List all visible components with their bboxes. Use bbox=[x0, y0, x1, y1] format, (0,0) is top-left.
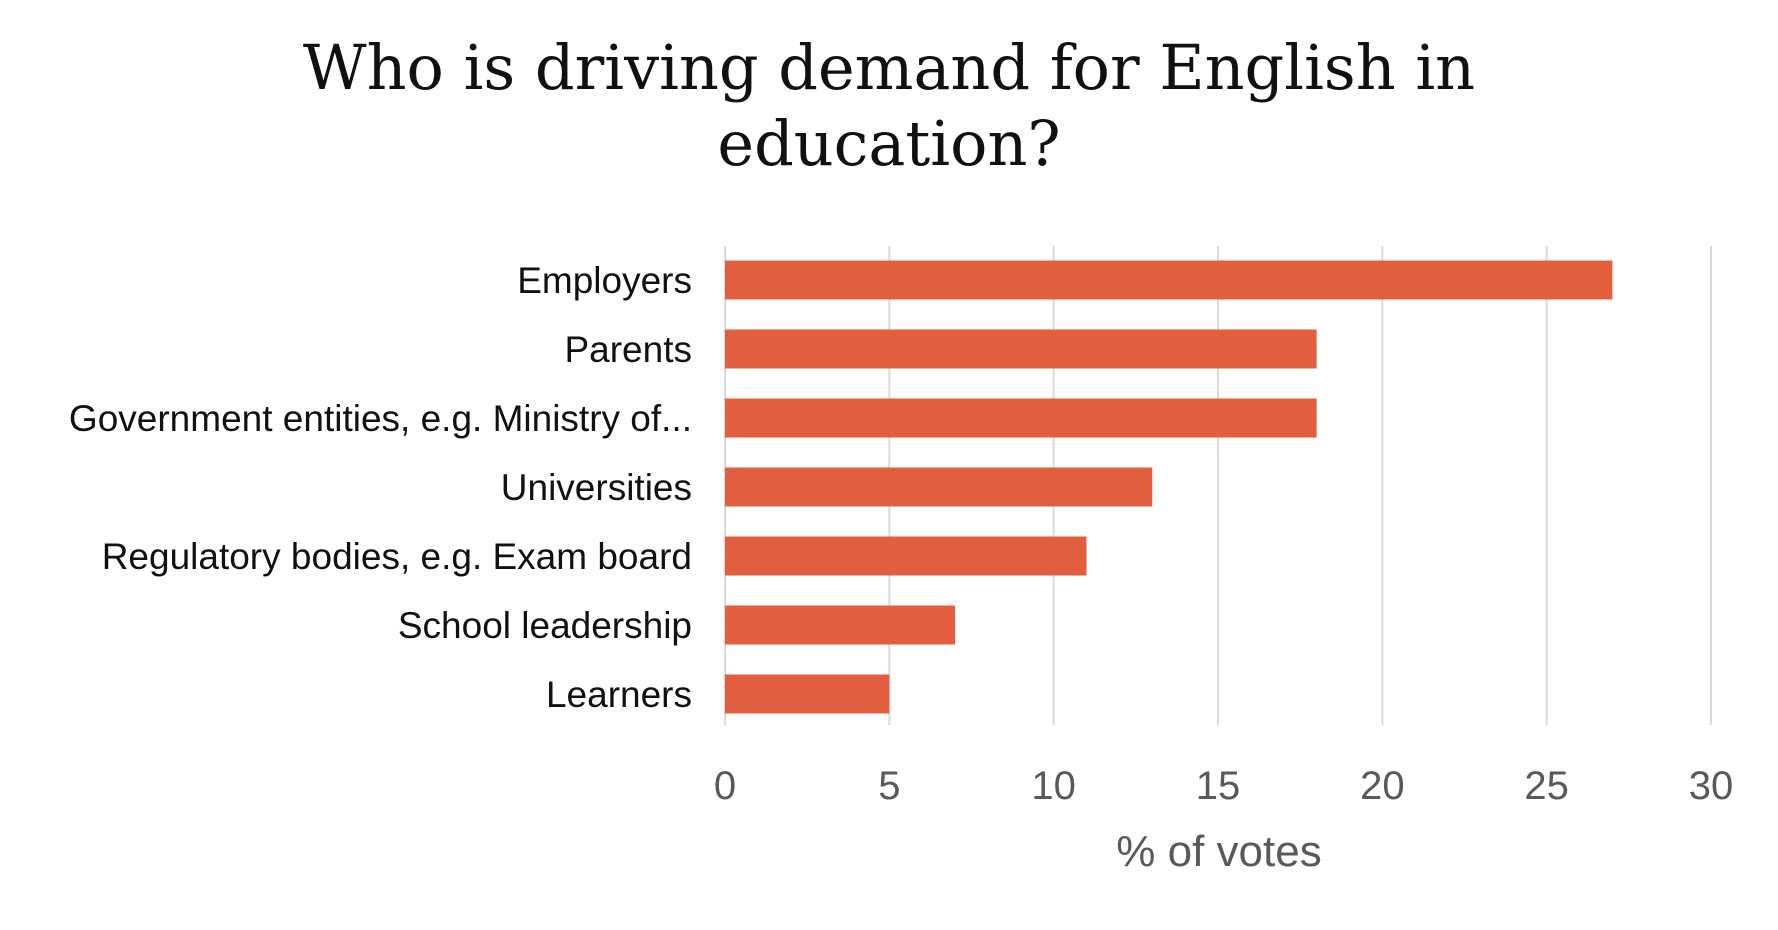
bar bbox=[725, 260, 1613, 300]
category-label: Government entities, e.g. Ministry of... bbox=[69, 398, 692, 439]
bar bbox=[725, 398, 1317, 438]
x-tick-label: 30 bbox=[1689, 764, 1734, 808]
bar bbox=[725, 674, 890, 714]
category-label: Learners bbox=[546, 674, 692, 715]
bar bbox=[725, 329, 1317, 369]
x-axis-tick-labels: 0 5 10 15 20 25 30 bbox=[714, 764, 1733, 808]
bar bbox=[725, 536, 1087, 576]
category-label: Regulatory bodies, e.g. Exam board bbox=[102, 536, 692, 577]
bar bbox=[725, 467, 1153, 507]
x-axis-title: % of votes bbox=[1116, 827, 1321, 876]
x-tick-label: 0 bbox=[714, 764, 736, 808]
bars bbox=[725, 260, 1613, 714]
category-label: Parents bbox=[564, 329, 692, 370]
category-labels: Employers Parents Government entities, e.g… bbox=[69, 260, 692, 715]
category-label: Universities bbox=[501, 467, 692, 508]
chart-title: Who is driving demand for English in edu… bbox=[0, 30, 1778, 182]
x-tick-label: 5 bbox=[878, 764, 900, 808]
x-tick-label: 10 bbox=[1031, 764, 1076, 808]
chart-title-line-1: Who is driving demand for English in bbox=[302, 31, 1476, 104]
x-tick-label: 25 bbox=[1524, 764, 1569, 808]
chart-title-line-2: education? bbox=[717, 107, 1061, 180]
x-tick-label: 15 bbox=[1196, 764, 1241, 808]
bar bbox=[725, 605, 956, 645]
category-label: School leadership bbox=[398, 605, 692, 646]
category-label: Employers bbox=[517, 260, 692, 301]
x-tick-label: 20 bbox=[1360, 764, 1405, 808]
